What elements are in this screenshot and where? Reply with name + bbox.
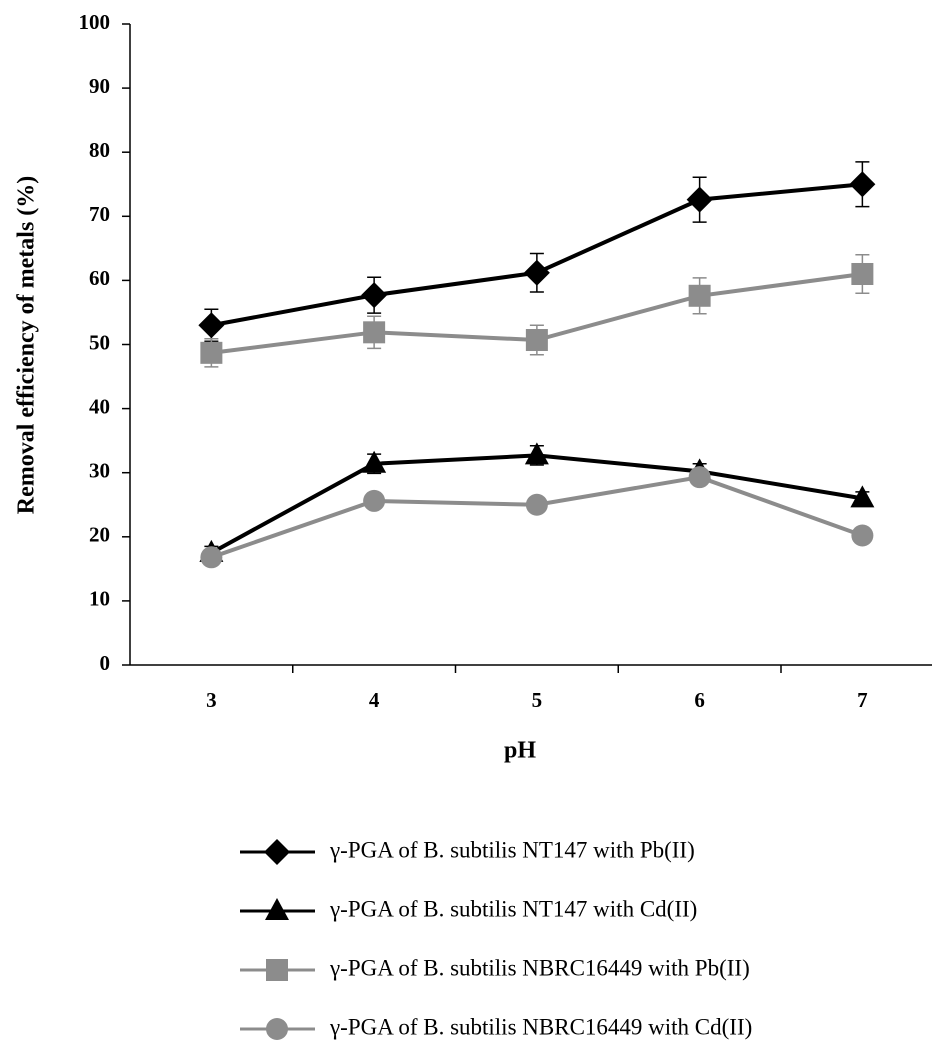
y-tick-label: 90	[89, 74, 110, 98]
data-point	[363, 321, 386, 344]
data-point	[525, 329, 548, 352]
data-point	[851, 524, 874, 547]
data-point	[200, 341, 223, 364]
data-point	[686, 186, 713, 213]
legend-label: γ-PGA of B. subtilis NBRC16449 with Cd(I…	[329, 1014, 752, 1039]
legend-label: γ-PGA of B. subtilis NT147 with Cd(II)	[329, 896, 697, 921]
data-point	[525, 493, 548, 516]
x-tick-label: 6	[694, 688, 705, 712]
legend-marker	[264, 839, 290, 865]
data-point	[688, 284, 711, 307]
data-point	[361, 282, 388, 309]
y-tick-label: 60	[89, 266, 110, 290]
data-point	[524, 442, 549, 465]
data-point	[688, 466, 711, 489]
data-point	[851, 262, 874, 285]
data-point	[523, 259, 550, 286]
y-tick-label: 40	[89, 394, 110, 418]
data-point	[200, 546, 223, 569]
data-point	[849, 171, 876, 198]
x-tick-label: 5	[532, 688, 543, 712]
x-tick-label: 3	[206, 688, 217, 712]
y-tick-label: 70	[89, 202, 110, 226]
y-tick-label: 10	[89, 587, 110, 611]
x-tick-label: 4	[369, 688, 380, 712]
legend-marker	[266, 959, 288, 981]
y-axis-title: Removal efficiency of metals (%)	[14, 176, 40, 515]
data-point	[363, 489, 386, 512]
series-line	[210, 475, 864, 560]
legend-marker	[265, 898, 289, 920]
legend-label: γ-PGA of B. subtilis NBRC16449 with Pb(I…	[329, 955, 750, 980]
data-point	[198, 312, 225, 339]
x-axis-title: pH	[504, 738, 536, 764]
y-tick-label: 80	[89, 138, 110, 162]
legend-marker	[266, 1018, 288, 1040]
data-point	[362, 450, 387, 473]
legend-label: γ-PGA of B. subtilis NT147 with Pb(II)	[329, 837, 695, 862]
x-tick-label: 7	[857, 688, 868, 712]
y-tick-label: 100	[79, 10, 111, 34]
data-point	[850, 485, 875, 508]
y-tick-label: 0	[100, 651, 111, 675]
y-tick-label: 20	[89, 523, 110, 547]
y-tick-label: 50	[89, 330, 110, 354]
y-tick-label: 30	[89, 459, 110, 483]
